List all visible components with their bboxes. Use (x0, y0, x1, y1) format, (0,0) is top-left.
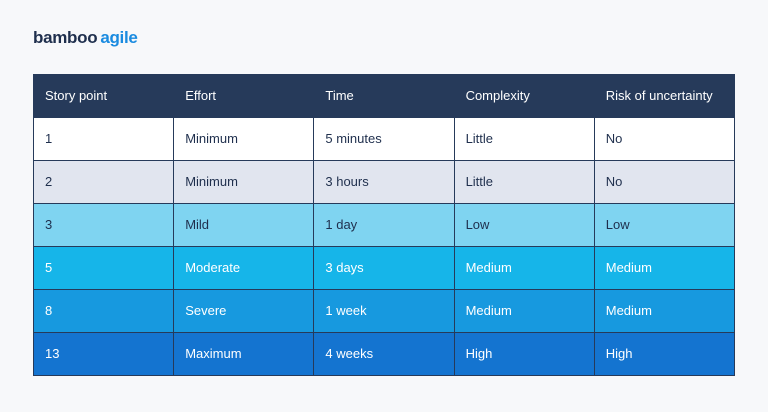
table-cell: 2 (32, 160, 175, 203)
table-cell: Moderate (173, 246, 315, 289)
table-cell: Mild (173, 203, 315, 246)
table-cell: Medium (593, 289, 736, 332)
header-cell: Complexity (453, 74, 595, 117)
table-cell: High (453, 332, 595, 375)
table-cell: Little (453, 160, 595, 203)
table-cell: Medium (453, 246, 595, 289)
table-row: 3 Mild 1 day Low Low (32, 203, 736, 246)
table-row: 13 Maximum 4 weeks High High (32, 332, 736, 375)
table-cell: 1 (32, 117, 175, 160)
table-header: Story point Effort Time Complexity Risk of u… (32, 74, 736, 117)
table-row: 5 Moderate 3 days Medium Medium (32, 246, 736, 289)
header-cell: Story point (32, 74, 175, 117)
table-cell: 8 (32, 289, 175, 332)
table-cell: Little (453, 117, 595, 160)
logo: bamboo agile (33, 28, 138, 48)
table-cell: No (593, 160, 736, 203)
table-cell: Low (453, 203, 595, 246)
table-cell: 5 (32, 246, 175, 289)
table-cell: Maximum (173, 332, 315, 375)
logo-primary: bamboo (33, 28, 98, 47)
header-cell: Time (313, 74, 455, 117)
table-cell: 3 hours (313, 160, 455, 203)
table-cell: 1 week (313, 289, 455, 332)
table-cell: Minimum (173, 117, 315, 160)
table-cell: 13 (32, 332, 175, 375)
table-cell: Severe (173, 289, 315, 332)
table-cell: Medium (593, 246, 736, 289)
table-cell: Medium (453, 289, 595, 332)
logo-secondary: agile (100, 28, 138, 47)
header-row: Story point Effort Time Complexity Risk of u… (32, 74, 736, 117)
header-cell: Effort (173, 74, 315, 117)
table-cell: 5 minutes (313, 117, 455, 160)
table-row: 1 Minimum 5 minutes Little No (32, 117, 736, 160)
table-cell: 3 (32, 203, 175, 246)
table-cell: High (593, 332, 736, 375)
table-body: 1 Minimum 5 minutes Little No 2 Minimum 3 hours… (32, 117, 736, 375)
table-cell: 3 days (313, 246, 455, 289)
table-row: 2 Minimum 3 hours Little No (32, 160, 736, 203)
table-cell: Minimum (173, 160, 315, 203)
table-cell: 4 weeks (313, 332, 455, 375)
table-cell: 1 day (313, 203, 455, 246)
table-cell: No (593, 117, 736, 160)
table-cell: Low (593, 203, 736, 246)
header-cell: Risk of uncertainty (593, 74, 736, 117)
table-row: 8 Severe 1 week Medium Medium (32, 289, 736, 332)
story-point-table: Story point Effort Time Complexity Risk of u… (32, 74, 736, 376)
